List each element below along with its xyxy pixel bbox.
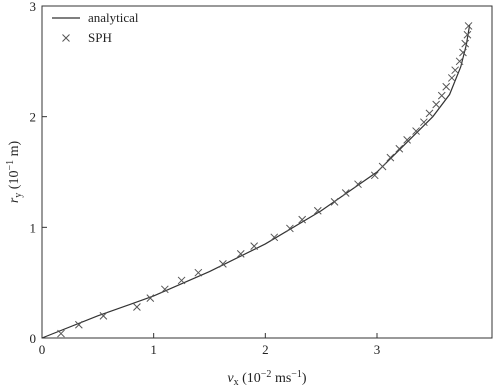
sph-marker [270, 233, 279, 242]
sph-marker [341, 189, 350, 197]
x-tick-label: 3 [374, 342, 381, 357]
sph-marker [330, 198, 339, 206]
sph-marker [370, 171, 379, 180]
y-tick-label: 2 [30, 110, 37, 125]
legend-label: SPH [88, 30, 112, 45]
sph-marker [420, 118, 428, 127]
y-axis-label: ry (10−1 m) [5, 141, 24, 204]
sph-marker [455, 57, 464, 66]
sph-marker [99, 312, 108, 320]
analytical-line [41, 24, 471, 339]
y-tick-label: 0 [30, 331, 37, 346]
sph-marker [177, 276, 186, 285]
sph-marker [160, 285, 169, 294]
y-tick-label: 1 [30, 220, 37, 235]
x-axis-label: vx (10−2 ms−1) [227, 369, 307, 388]
sph-marker [464, 22, 473, 30]
sph-marker [354, 180, 362, 189]
sph-marker [395, 144, 404, 153]
sph-marker [459, 48, 467, 57]
sph-marker [447, 74, 456, 82]
sph-marker [74, 320, 83, 329]
sph-marker [403, 136, 411, 144]
sph-marker [133, 303, 141, 311]
sph-marker [313, 206, 322, 215]
sph-marker [461, 39, 470, 48]
plot-frame [41, 5, 493, 339]
sph-marker [378, 162, 387, 171]
sph-marker [437, 91, 446, 100]
sph-marker [386, 153, 395, 162]
sph-marker [442, 82, 451, 91]
sph-marker [463, 30, 472, 39]
sph-marker [236, 250, 245, 258]
y-tick-label: 3 [30, 0, 37, 14]
legend-label: analytical [88, 10, 139, 25]
sph-marker [219, 259, 227, 268]
sph-marker [298, 215, 307, 224]
sph-marker [432, 100, 441, 109]
sph-marker [451, 66, 460, 75]
sph-marker [286, 224, 294, 233]
legend-marker [62, 34, 70, 42]
x-tick-label: 2 [262, 342, 269, 357]
x-tick-label: 0 [39, 342, 46, 357]
sph-marker [250, 242, 259, 251]
sph-marker [425, 109, 434, 118]
sph-marker [194, 268, 203, 277]
sph-marker [57, 329, 65, 338]
x-tick-label: 1 [150, 342, 157, 357]
sph-marker [146, 294, 155, 303]
sph-marker [412, 127, 420, 135]
